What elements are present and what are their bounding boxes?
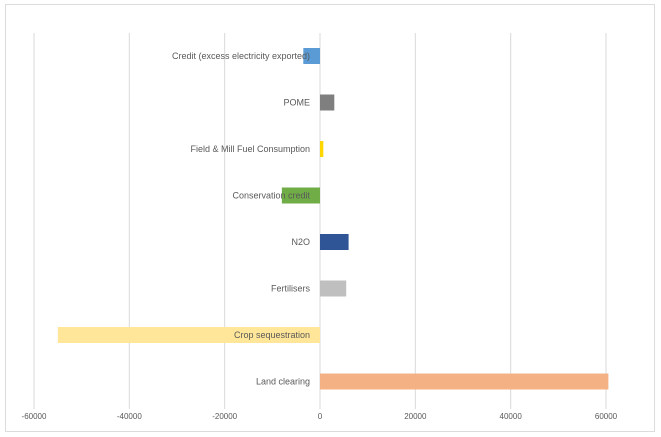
x-tick-label: 60000 [595,412,618,421]
bar [320,94,335,111]
bar [320,280,347,297]
x-tick-label: 40000 [500,412,523,421]
x-tick-label: -40000 [117,412,142,421]
gridlines [33,33,607,409]
x-tick-label: 20000 [404,412,427,421]
bar [57,327,320,343]
category-label: Credit (excess electricity exported) [172,51,310,61]
bar-chart: Credit (excess electricity exported) POME… [22,33,618,421]
category-label: Conservation credit [232,191,310,201]
category-label: Crop sequestration [234,330,310,340]
x-tick-label: -60000 [22,412,47,421]
x-axis-tick-labels: -60000 -40000 -20000 0 20000 40000 60000 [22,412,618,421]
chart-area: Credit (excess electricity exported) POME… [5,4,655,432]
bars [57,48,609,390]
bar [281,187,320,204]
bar [320,141,324,157]
category-label: Field & Mill Fuel Consumption [190,144,310,154]
category-label: Land clearing [256,377,310,387]
category-label: N2O [291,237,310,247]
bar [320,234,349,250]
bar [303,48,320,64]
category-labels: Credit (excess electricity exported) POME… [172,51,311,387]
bar [320,373,609,390]
category-label: Fertilisers [271,284,311,294]
category-label: POME [283,98,310,108]
x-tick-label: 0 [318,412,323,421]
x-tick-label: -20000 [212,412,237,421]
